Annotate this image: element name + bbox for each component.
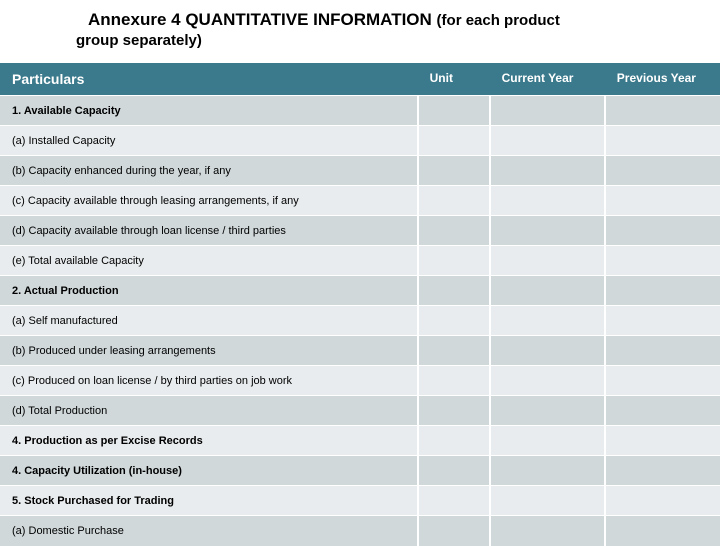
cell-unit — [418, 336, 490, 366]
cell-unit — [418, 396, 490, 426]
table-row: 2. Actual Production — [0, 276, 720, 306]
subtitle: group separately) — [0, 32, 720, 63]
table-row: (b) Capacity enhanced during the year, i… — [0, 156, 720, 186]
table-row: (a) Domestic Purchase — [0, 516, 720, 546]
cell-current-year — [490, 246, 605, 276]
cell-current-year — [490, 126, 605, 156]
cell-particulars: (c) Capacity available through leasing a… — [0, 186, 418, 216]
cell-particulars: (e) Total available Capacity — [0, 246, 418, 276]
cell-unit — [418, 276, 490, 306]
col-particulars: Particulars — [0, 63, 418, 96]
col-previous-year: Previous Year — [605, 63, 720, 96]
cell-previous-year — [605, 366, 720, 396]
cell-particulars: (b) Produced under leasing arrangements — [0, 336, 418, 366]
table-row: (c) Produced on loan license / by third … — [0, 366, 720, 396]
cell-previous-year — [605, 426, 720, 456]
col-unit: Unit — [418, 63, 490, 96]
cell-current-year — [490, 276, 605, 306]
cell-previous-year — [605, 246, 720, 276]
cell-current-year — [490, 216, 605, 246]
cell-current-year — [490, 336, 605, 366]
cell-current-year — [490, 516, 605, 546]
cell-unit — [418, 366, 490, 396]
cell-current-year — [490, 426, 605, 456]
cell-particulars: 2. Actual Production — [0, 276, 418, 306]
document-container: Annexure 4 QUANTITATIVE INFORMATION (for… — [0, 0, 720, 546]
cell-particulars: 5. Stock Purchased for Trading — [0, 486, 418, 516]
cell-previous-year — [605, 276, 720, 306]
cell-previous-year — [605, 126, 720, 156]
cell-current-year — [490, 366, 605, 396]
table-row: (b) Produced under leasing arrangements — [0, 336, 720, 366]
cell-unit — [418, 246, 490, 276]
cell-unit — [418, 156, 490, 186]
cell-unit — [418, 486, 490, 516]
table-row: (d) Capacity available through loan lice… — [0, 216, 720, 246]
cell-current-year — [490, 456, 605, 486]
table-row: 1. Available Capacity — [0, 96, 720, 126]
cell-particulars: (a) Installed Capacity — [0, 126, 418, 156]
cell-previous-year — [605, 456, 720, 486]
cell-particulars: 4. Production as per Excise Records — [0, 426, 418, 456]
annexure-label: Annexure 4 — [88, 10, 181, 29]
cell-previous-year — [605, 336, 720, 366]
col-current-year: Current Year — [490, 63, 605, 96]
table-row: (c) Capacity available through leasing a… — [0, 186, 720, 216]
cell-particulars: (b) Capacity enhanced during the year, i… — [0, 156, 418, 186]
cell-previous-year — [605, 186, 720, 216]
cell-current-year — [490, 96, 605, 126]
table-row: (a) Self manufactured — [0, 306, 720, 336]
cell-unit — [418, 126, 490, 156]
cell-unit — [418, 186, 490, 216]
table-body: 1. Available Capacity(a) Installed Capac… — [0, 96, 720, 546]
cell-unit — [418, 96, 490, 126]
quantitative-table: Particulars Unit Current Year Previous Y… — [0, 63, 720, 546]
cell-current-year — [490, 396, 605, 426]
cell-particulars: (a) Domestic Purchase — [0, 516, 418, 546]
title-line: Annexure 4 QUANTITATIVE INFORMATION (for… — [0, 10, 720, 32]
cell-unit — [418, 426, 490, 456]
cell-unit — [418, 516, 490, 546]
cell-unit — [418, 216, 490, 246]
cell-previous-year — [605, 396, 720, 426]
cell-current-year — [490, 186, 605, 216]
table-row: 5. Stock Purchased for Trading — [0, 486, 720, 516]
cell-previous-year — [605, 486, 720, 516]
cell-particulars: 1. Available Capacity — [0, 96, 418, 126]
cell-current-year — [490, 486, 605, 516]
cell-particulars: (d) Total Production — [0, 396, 418, 426]
cell-previous-year — [605, 516, 720, 546]
table-row: 4. Capacity Utilization (in-house) — [0, 456, 720, 486]
cell-unit — [418, 306, 490, 336]
table-row: (d) Total Production — [0, 396, 720, 426]
table-header-row: Particulars Unit Current Year Previous Y… — [0, 63, 720, 96]
cell-current-year — [490, 306, 605, 336]
cell-previous-year — [605, 96, 720, 126]
cell-unit — [418, 456, 490, 486]
table-row: 4. Production as per Excise Records — [0, 426, 720, 456]
cell-particulars: 4. Capacity Utilization (in-house) — [0, 456, 418, 486]
cell-previous-year — [605, 156, 720, 186]
table-row: (e) Total available Capacity — [0, 246, 720, 276]
table-row: (a) Installed Capacity — [0, 126, 720, 156]
cell-particulars: (a) Self manufactured — [0, 306, 418, 336]
cell-previous-year — [605, 216, 720, 246]
cell-particulars: (d) Capacity available through loan lice… — [0, 216, 418, 246]
main-title: QUANTITATIVE INFORMATION — [185, 10, 431, 29]
cell-current-year — [490, 156, 605, 186]
cell-particulars: (c) Produced on loan license / by third … — [0, 366, 418, 396]
title-note: (for each product — [437, 12, 560, 29]
cell-previous-year — [605, 306, 720, 336]
